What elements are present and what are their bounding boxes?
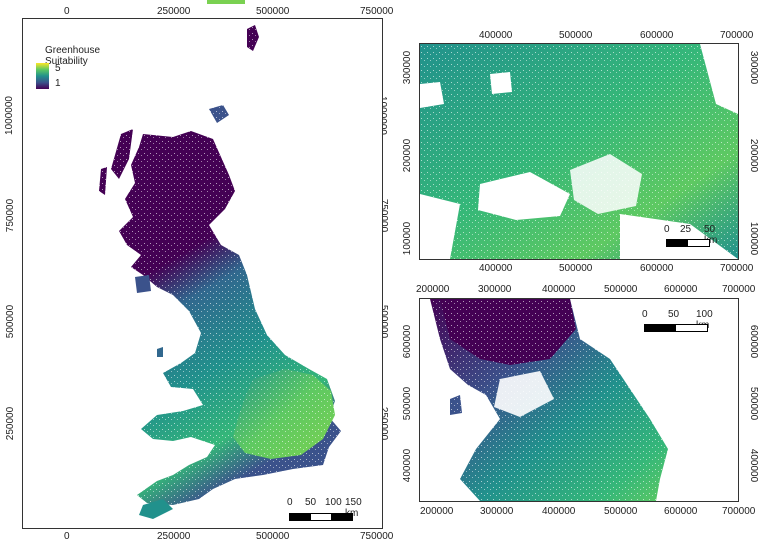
tr-y-tick-right: 100000	[748, 221, 760, 256]
bottom-right-map-canvas	[420, 299, 738, 501]
scale-label: 50 km	[704, 224, 718, 246]
tr-x-tick-top: 600000	[640, 30, 674, 41]
br-x-tick-bottom: 700000	[722, 506, 756, 517]
main-x-tick-top: 250000	[157, 6, 191, 17]
scale-bar-graphic	[666, 239, 710, 247]
legend-min-label: 1	[55, 78, 61, 89]
br-x-tick-bottom: 400000	[542, 506, 576, 517]
scale-bar-graphic	[289, 513, 353, 521]
cornwall-peninsula	[139, 499, 173, 519]
tr-x-tick-bottom: 400000	[479, 263, 513, 274]
scale-label: 50	[668, 309, 680, 320]
main-map-panel[interactable]: Greenhouse Suitability 5 1 0 50 100 150 …	[22, 18, 383, 529]
main-x-tick-bottom: 250000	[157, 531, 191, 542]
br-x-tick-bottom: 600000	[664, 506, 698, 517]
tr-y-tick-left: 200000	[402, 138, 414, 173]
main-x-tick-top: 750000	[360, 6, 394, 17]
top-strip	[207, 0, 245, 4]
br-x-tick-top: 300000	[478, 284, 512, 295]
main-y-tick-left: 500000	[5, 304, 17, 339]
br-x-tick-top: 600000	[664, 284, 698, 295]
br-y-tick-right: 600000	[748, 324, 760, 359]
br-x-tick-top: 700000	[722, 284, 756, 295]
tr-x-tick-bottom: 600000	[640, 263, 674, 274]
legend-colorbar	[36, 63, 49, 89]
legend-title: Greenhouse Suitability	[45, 45, 101, 67]
br-x-tick-top: 400000	[542, 284, 576, 295]
br-y-tick-left: 500000	[402, 386, 414, 421]
bottom-right-map-panel[interactable]: 0 50 100 km	[419, 298, 739, 502]
br-y-tick-right: 400000	[748, 448, 760, 483]
tr-x-tick-top: 400000	[479, 30, 513, 41]
br-y-tick-left: 600000	[402, 324, 414, 359]
tr-y-tick-right: 200000	[748, 138, 760, 173]
top-right-map-canvas	[420, 44, 738, 259]
main-x-tick-bottom: 750000	[360, 531, 394, 542]
tr-x-tick-bottom: 700000	[720, 263, 754, 274]
main-map-canvas	[23, 19, 382, 528]
main-x-tick-bottom: 500000	[256, 531, 290, 542]
main-x-tick-top: 0	[64, 6, 70, 17]
scale-label: 0	[664, 224, 670, 235]
main-x-tick-bottom: 0	[64, 531, 70, 542]
scale-label: 0	[287, 497, 293, 508]
scale-label: 25	[680, 224, 692, 235]
scale-label: 50	[305, 497, 317, 508]
br-x-tick-bottom: 200000	[420, 506, 454, 517]
br-y-tick-left: 400000	[402, 448, 414, 483]
tr-x-tick-top: 700000	[720, 30, 754, 41]
br-x-tick-bottom: 300000	[480, 506, 514, 517]
main-y-tick-left: 1000000	[3, 96, 15, 135]
tr-y-tick-left: 100000	[402, 221, 414, 256]
main-y-tick-left: 250000	[5, 406, 17, 441]
br-x-tick-top: 200000	[416, 284, 450, 295]
tr-y-tick-right: 300000	[748, 50, 760, 85]
scale-label: 0	[642, 309, 648, 320]
scale-bar-graphic	[644, 324, 708, 332]
top-right-map-panel[interactable]: 0 25 50 km	[419, 43, 739, 260]
br-x-tick-top: 500000	[604, 284, 638, 295]
tr-y-tick-left: 300000	[402, 50, 414, 85]
isle-of-man	[157, 347, 163, 357]
legend-max-label: 5	[55, 63, 61, 74]
tr-x-tick-bottom: 500000	[559, 263, 593, 274]
scale-label: 100	[325, 497, 342, 508]
br-y-tick-right: 500000	[748, 386, 760, 421]
br-x-tick-bottom: 500000	[604, 506, 638, 517]
main-y-tick-left: 750000	[5, 198, 17, 233]
tr-x-tick-top: 500000	[559, 30, 593, 41]
main-x-tick-top: 500000	[256, 6, 290, 17]
northern-ireland	[135, 275, 151, 293]
